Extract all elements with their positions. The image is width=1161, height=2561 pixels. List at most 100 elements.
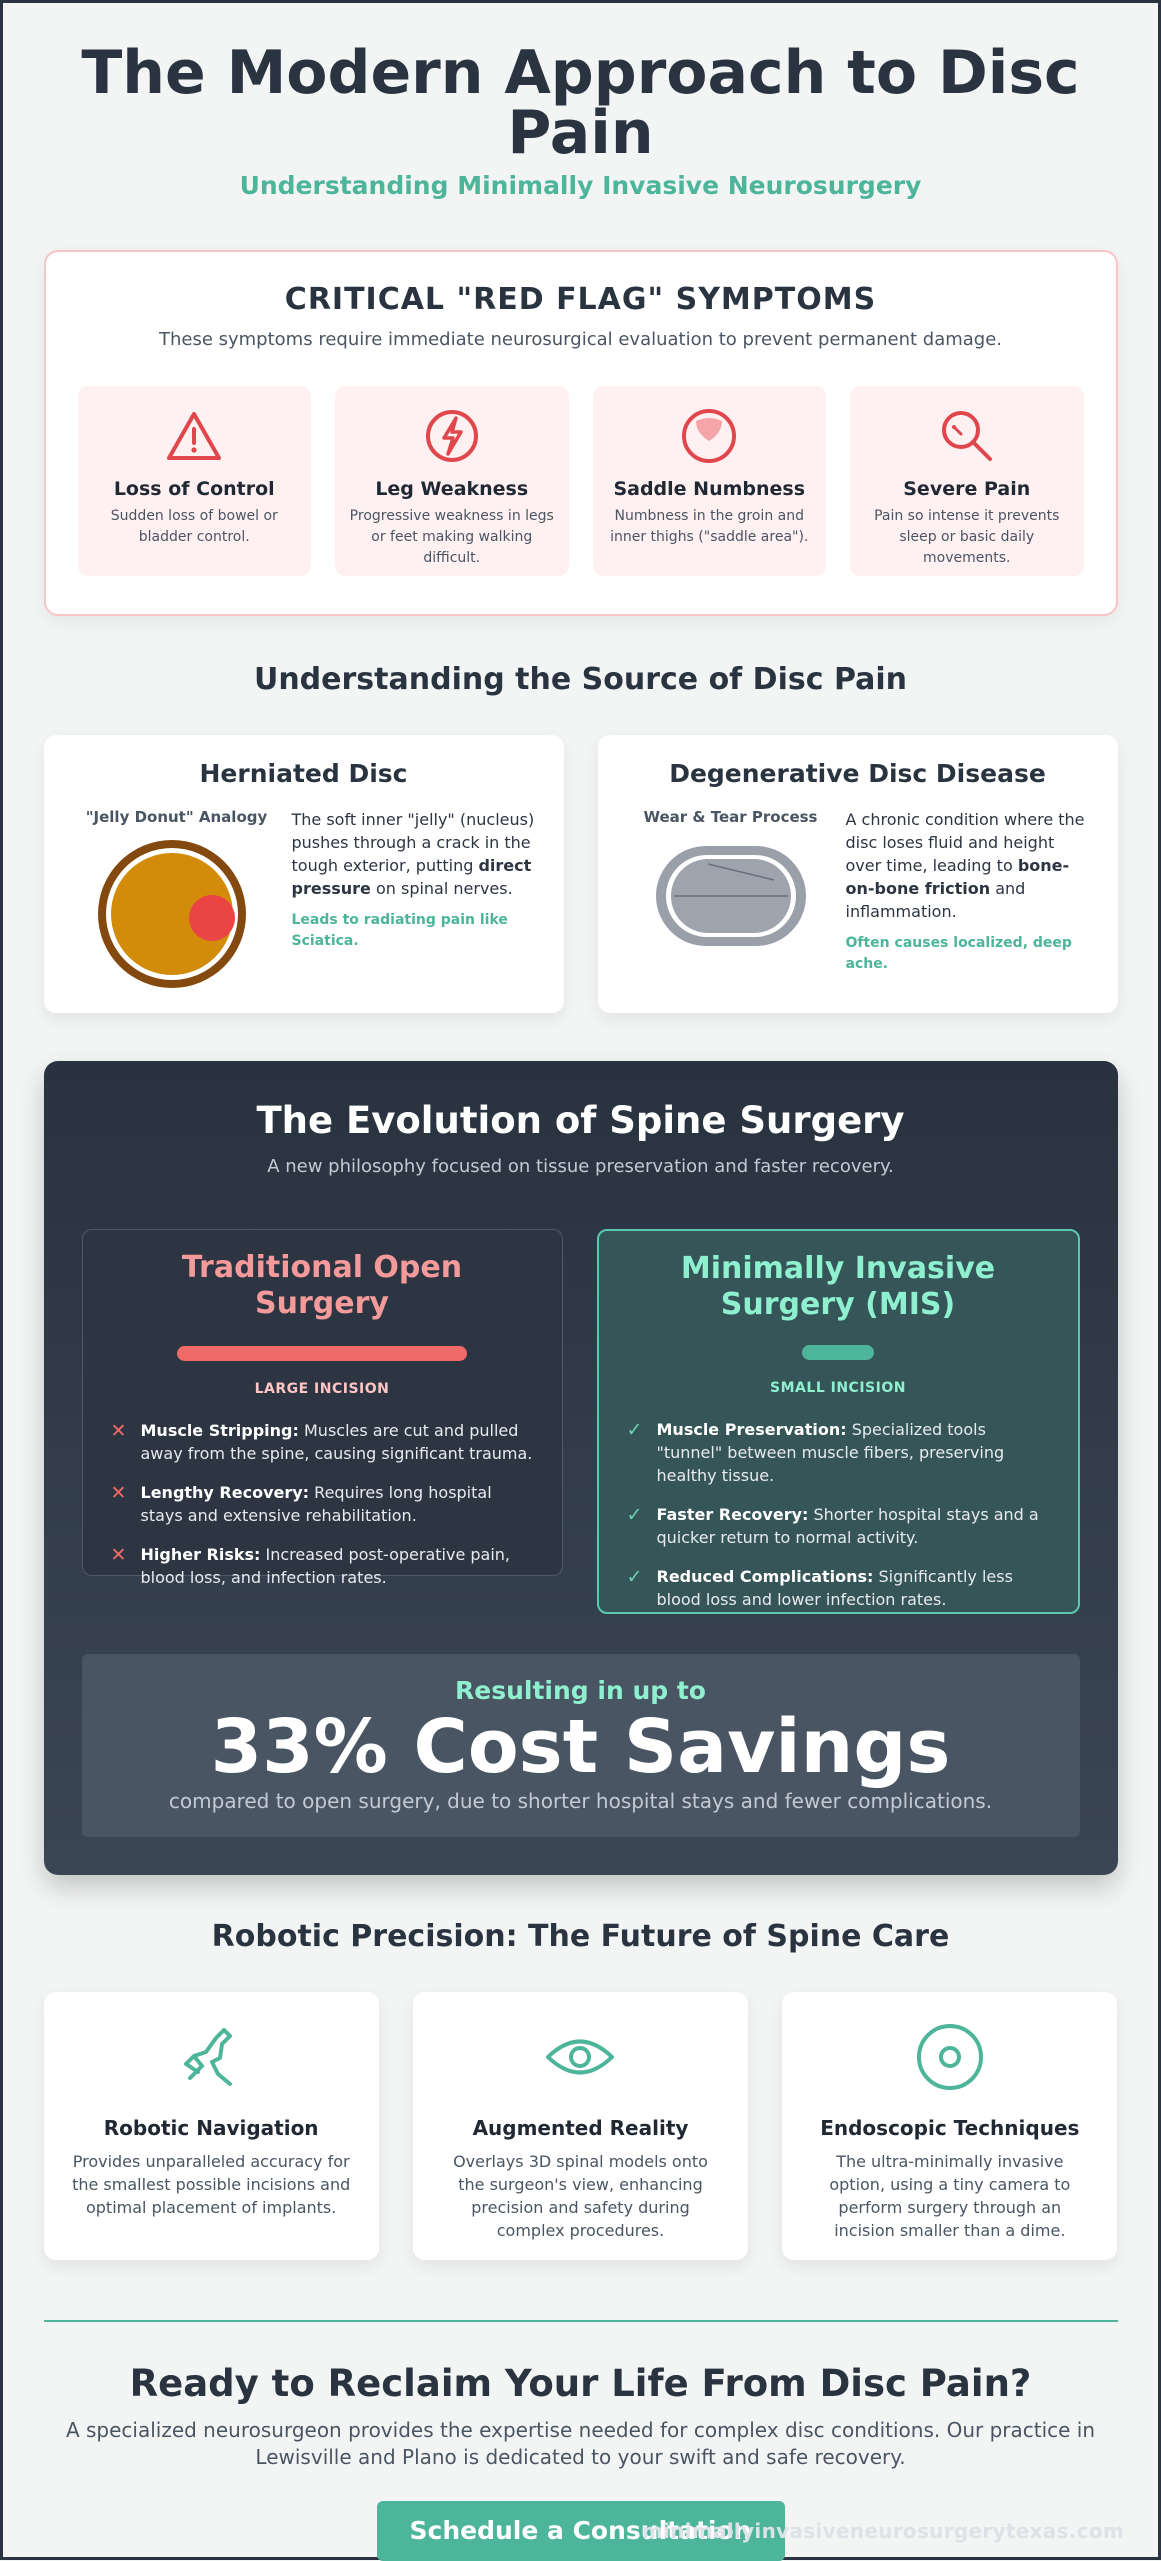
symptom-list: Loss of Control Sudden loss of bowel or …	[77, 386, 1084, 576]
small-incision-bar	[802, 1345, 874, 1360]
item-bold: Faster Recovery:	[656, 1505, 809, 1524]
x-mark-icon: ✕	[110, 1420, 127, 1442]
list-item: ✓ Muscle Preservation: Specialized tools …	[627, 1418, 1050, 1487]
degenerative-text-a: A chronic condition where the disc loses…	[845, 810, 1085, 875]
red-flag-title: CRITICAL "RED FLAG" SYMPTOMS	[284, 282, 877, 317]
item-bold: Muscle Stripping:	[140, 1421, 299, 1440]
symptom-desc: Sudden loss of bowel or bladder control.	[110, 508, 278, 545]
symptom-name: Saddle Numbness	[613, 478, 806, 500]
degenerative-disc-title: Degenerative Disc Disease	[669, 759, 1046, 788]
worn-disc-illustration	[655, 846, 806, 946]
robotic-card-name: Endoscopic Techniques	[820, 2116, 1080, 2140]
symptom-desc: Progressive weakness in legs or feet mak…	[349, 508, 554, 566]
check-mark-icon: ✓	[626, 1566, 643, 1588]
lightning-bolt-icon	[349, 406, 555, 466]
symptom-card: Saddle Numbness Numbness in the groin an…	[592, 386, 826, 576]
list-item: ✓ Faster Recovery: Shorter hospital stays…	[627, 1503, 1050, 1549]
cta-section: Ready to Reclaim Your Life From Disc Pai…	[44, 2362, 1118, 2561]
symptom-desc: Numbness in the groin and inner thighs (…	[610, 508, 809, 545]
robotic-cards: Robotic Navigation Provides unparalleled…	[43, 1992, 1118, 2260]
savings-posttext: compared to open surgery, due to shorter…	[168, 1789, 993, 1813]
herniated-note: Leads to radiating pain like Sciatica.	[291, 912, 508, 949]
eye-icon	[441, 2018, 720, 2096]
robotic-card: Augmented Reality Overlays 3D spinal mod…	[412, 1992, 749, 2260]
magnifier-icon	[864, 406, 1070, 466]
savings-headline: 33% Cost Savings	[210, 1704, 951, 1790]
robotic-card: Endoscopic Techniques The ultra-minimall…	[782, 1992, 1118, 2260]
traditional-surgery-card: Traditional Open Surgery LARGE INCISION …	[81, 1229, 563, 1587]
watermark: minimallyinvasiveneurosurgerytexas.com	[641, 2519, 1124, 2543]
symptom-card: Severe Pain Pain so intense it prevents …	[850, 386, 1084, 576]
list-item: ✕ Lengthy Recovery: Requires long hospita…	[111, 1481, 534, 1527]
item-text: Muscles are cut and pulled away from the…	[140, 1421, 533, 1463]
cost-savings-box: Resulting in up to 33% Cost Savings comp…	[81, 1654, 1080, 1837]
symptom-desc: Pain so intense it prevents sleep or bas…	[874, 508, 1060, 566]
warning-triangle-icon	[92, 406, 298, 466]
robotic-section-title: Robotic Precision: The Future of Spine C…	[211, 1919, 950, 1954]
x-mark-icon: ✕	[110, 1544, 127, 1566]
cta-title: Ready to Reclaim Your Life From Disc Pai…	[129, 2362, 1032, 2405]
symptom-card: Loss of Control Sudden loss of bowel or …	[77, 386, 311, 576]
robotic-arm-icon	[72, 2018, 351, 2096]
item-text: Requires long hospital stays and extensi…	[140, 1483, 492, 1525]
page-subtitle: Understanding Minimally Invasive Neurosu…	[239, 171, 922, 200]
symptom-name: Loss of Control	[113, 478, 275, 500]
degenerative-caption: Wear & Tear Process	[643, 808, 818, 826]
list-item: ✕ Higher Risks: Increased post-operative …	[111, 1543, 534, 1589]
degenerative-text-bold: bone-on-bone friction	[845, 856, 1070, 898]
item-text: Significantly less blood loss and lower …	[656, 1567, 1013, 1609]
list-item: ✕ Muscle Stripping: Muscles are cut and p…	[111, 1419, 534, 1465]
degenerative-text-b: and inflammation.	[845, 879, 1026, 921]
item-bold: Muscle Preservation:	[656, 1420, 847, 1439]
cta-subtitle: A specialized neurosurgeon provides the …	[65, 2418, 1096, 2469]
evolution-panel: The Evolution of Spine Surgery A new phi…	[43, 1061, 1118, 1875]
saddle-region-icon	[607, 406, 813, 466]
robotic-card-desc: Provides unparalleled accuracy for the s…	[72, 2152, 351, 2217]
robotic-card-name: Robotic Navigation	[103, 2116, 319, 2140]
herniated-caption: "Jelly Donut" Analogy	[85, 808, 268, 826]
x-mark-icon: ✕	[110, 1482, 127, 1504]
herniated-text-b: on spinal nerves.	[370, 879, 513, 898]
list-item: ✓ Reduced Complications: Significantly le…	[627, 1565, 1050, 1611]
robotic-card: Robotic Navigation Provides unparalleled…	[43, 1992, 379, 2260]
surgery-comparison: Traditional Open Surgery LARGE INCISION …	[81, 1229, 1080, 1614]
item-bold: Reduced Complications:	[656, 1567, 874, 1586]
schedule-consultation-button[interactable]: Schedule a Consultation	[376, 2501, 785, 2561]
page-title: The Modern Approach to Disc Pain	[81, 38, 1080, 168]
robotic-card-name: Augmented Reality	[472, 2116, 689, 2140]
savings-pretext: Resulting in up to	[455, 1676, 706, 1705]
item-text: Shorter hospital stays and a quicker ret…	[656, 1505, 1039, 1547]
item-text: Increased post-operative pain, blood los…	[140, 1545, 511, 1587]
check-mark-icon: ✓	[626, 1504, 643, 1526]
robotic-card-desc: The ultra-minimally invasive option, usi…	[829, 2152, 1071, 2240]
robotic-card-desc: Overlays 3D spinal models onto the surge…	[453, 2152, 708, 2240]
item-bold: Higher Risks:	[140, 1545, 261, 1564]
mis-surgery-card: Minimally Invasive Surgery (MIS) SMALL I…	[596, 1229, 1080, 1614]
red-flag-subtitle: These symptoms require immediate neurosu…	[158, 329, 1003, 350]
divider	[43, 2320, 1118, 2322]
disc-cards: Herniated Disc "Jelly Donut" Analogy The…	[43, 735, 1118, 1013]
large-incision-label: LARGE INCISION	[254, 1381, 390, 1397]
herniated-disc-title: Herniated Disc	[199, 759, 408, 788]
check-mark-icon: ✓	[626, 1419, 643, 1441]
symptom-card: Leg Weakness Progressive weakness in leg…	[335, 386, 569, 576]
small-incision-label: SMALL INCISION	[770, 1380, 906, 1396]
item-text: Specialized tools "tunnel" between muscl…	[656, 1420, 1005, 1485]
evolution-title: The Evolution of Spine Surgery	[256, 1099, 905, 1142]
symptom-name: Severe Pain	[903, 478, 1031, 500]
large-incision-bar	[177, 1346, 467, 1361]
page-header: The Modern Approach to Disc Pain Underst…	[44, 3, 1118, 200]
mis-title: Minimally Invasive Surgery (MIS)	[680, 1251, 996, 1322]
jelly-donut-illustration	[97, 840, 246, 988]
target-circle-icon	[810, 2018, 1089, 2096]
degenerative-disc-card: Degenerative Disc Disease Wear & Tear Pr…	[597, 735, 1118, 1013]
degenerative-note: Often causes localized, deep ache.	[845, 935, 1072, 972]
herniated-disc-card: Herniated Disc "Jelly Donut" Analogy The…	[43, 735, 564, 1013]
herniated-text-a: The soft inner "jelly" (nucleus) pushes …	[291, 810, 535, 875]
evolution-subtitle: A new philosophy focused on tissue prese…	[267, 1156, 894, 1177]
red-flag-card: CRITICAL "RED FLAG" SYMPTOMS These sympt…	[43, 250, 1118, 616]
herniated-text-bold: direct pressure	[291, 856, 532, 898]
source-section-title: Understanding the Source of Disc Pain	[253, 662, 908, 697]
item-bold: Lengthy Recovery:	[140, 1483, 310, 1502]
